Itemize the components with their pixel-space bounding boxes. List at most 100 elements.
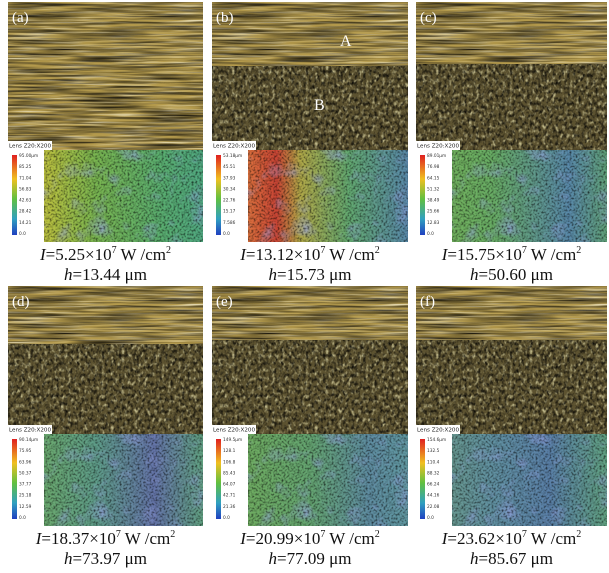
lens-label-bg bbox=[8, 141, 52, 150]
symbol: I bbox=[240, 245, 246, 264]
unit: W /cm bbox=[120, 529, 171, 548]
symbol: h bbox=[470, 549, 479, 568]
unit: W /cm bbox=[526, 529, 577, 548]
lens-label: Lens Z20:X200 bbox=[9, 144, 51, 150]
colorbar-label: 51.32 bbox=[427, 186, 440, 192]
exponent: 2 bbox=[374, 529, 380, 540]
colorbar-label: 64.07 bbox=[223, 482, 236, 488]
lens-label-bg bbox=[416, 141, 460, 150]
depth-value: =85.67 μm bbox=[478, 549, 553, 568]
unit: W /cm bbox=[325, 529, 375, 548]
panel: (a) Lens Z20:X200 95.00μm 85.25 71.04 56.83 42… bbox=[8, 2, 203, 286]
exponent: 7 bbox=[111, 245, 117, 256]
symbol: I bbox=[240, 529, 246, 548]
panel: (e) Lens Z20:X200 149.5μm 128.1 106.8 85.43 64… bbox=[212, 286, 408, 570]
depth-value: =73.97 μm bbox=[72, 549, 147, 568]
colorbar bbox=[12, 439, 17, 519]
texture bbox=[212, 66, 408, 150]
lens-label-bg bbox=[212, 141, 256, 150]
colorbar-label: 0.0 bbox=[427, 231, 434, 237]
exponent: 2 bbox=[576, 529, 582, 540]
colorbar-label: 90.14μm bbox=[19, 437, 38, 443]
panel: (b) A B Lens Z20:X200 53.18μm 45.51 37.93 30.34… bbox=[212, 2, 408, 286]
colorbar-label: 76.98 bbox=[427, 164, 440, 170]
panel-image: (e) Lens Z20:X200 149.5μm 128.1 106.8 85.43 64… bbox=[212, 286, 408, 526]
caption-intensity: I=20.99×107 W /cm2 bbox=[212, 529, 408, 549]
panel: (d) Lens Z20:X200 90.14μm 75.95 63.96 50.37 37… bbox=[8, 286, 203, 570]
lens-label-bg bbox=[8, 425, 52, 434]
intensity-value: =13.12×10 bbox=[245, 245, 321, 264]
colorbar-label: 38.49 bbox=[427, 198, 440, 204]
colorbar-label: 0.0 bbox=[223, 231, 230, 237]
unit: W /cm bbox=[325, 245, 375, 264]
caption-depth: h=50.60 μm bbox=[416, 265, 607, 285]
caption-intensity: I=23.62×107 W /cm2 bbox=[416, 529, 607, 549]
colorbar-label: 14.21 bbox=[19, 220, 32, 226]
colorbar-label: 37.77 bbox=[19, 482, 32, 488]
symbol: I bbox=[35, 529, 42, 548]
symbol: I bbox=[441, 529, 448, 548]
colorbar-label: 56.83 bbox=[19, 186, 32, 192]
panel-label: (e) bbox=[216, 294, 233, 310]
panel-image: (a) Lens Z20:X200 95.00μm 85.25 71.04 56.83 42… bbox=[8, 2, 203, 242]
panel-image: (b) A B Lens Z20:X200 53.18μm 45.51 37.93 30.34… bbox=[212, 2, 408, 242]
colorbar bbox=[420, 439, 425, 519]
caption-intensity: I=18.37×107 W /cm2 bbox=[8, 529, 203, 549]
lens-label-bg bbox=[212, 425, 256, 434]
panel: (f) Lens Z20:X200 154.6μm 132.5 110.4 88.32 66… bbox=[416, 286, 607, 570]
colorbar bbox=[216, 439, 221, 519]
lens-label: Lens Z20:X200 bbox=[9, 428, 51, 434]
panel-label: (d) bbox=[12, 294, 30, 310]
colorbar-label: 0.0 bbox=[19, 231, 26, 237]
region-label: B bbox=[314, 97, 325, 114]
colorbar-label: 22.08 bbox=[427, 504, 440, 510]
colorbar-label: 66.24 bbox=[427, 482, 440, 488]
colorbar-label: 95.00μm bbox=[19, 153, 38, 159]
exponent: 2 bbox=[374, 245, 380, 256]
exponent: 2 bbox=[166, 245, 172, 256]
colorbar-label: 0.0 bbox=[427, 515, 434, 521]
intensity-value: =15.75×10 bbox=[447, 245, 522, 264]
colorbar-label: 71.04 bbox=[19, 175, 32, 181]
colorbar-label: 7.586 bbox=[223, 220, 236, 226]
symbol: I bbox=[39, 245, 46, 264]
depth-value: =13.44 μm bbox=[72, 265, 147, 284]
texture bbox=[8, 344, 203, 434]
caption-depth: h=15.73 μm bbox=[212, 265, 408, 285]
colorbar-label: 25.66 bbox=[427, 209, 440, 215]
depth-value: =77.09 μm bbox=[277, 549, 352, 568]
texture bbox=[8, 2, 203, 150]
panel: (c) Lens Z20:X200 89.01μm 76.98 64.15 51.32 38… bbox=[416, 2, 607, 286]
panel-image: (f) Lens Z20:X200 154.6μm 132.5 110.4 88.32 66… bbox=[416, 286, 607, 526]
colorbar-label: 85.43 bbox=[223, 470, 236, 476]
texture bbox=[212, 340, 408, 434]
caption-depth: h=73.97 μm bbox=[8, 549, 203, 569]
panel-label: (c) bbox=[420, 10, 437, 26]
colorbar bbox=[12, 155, 17, 235]
colorbar-label: 88.32 bbox=[427, 470, 440, 476]
colorbar-label: 106.8 bbox=[223, 459, 236, 465]
colorbar-label: 154.6μm bbox=[427, 437, 446, 443]
exponent: 2 bbox=[170, 529, 176, 540]
panel-image: (c) Lens Z20:X200 89.01μm 76.98 64.15 51.32 38… bbox=[416, 2, 607, 242]
caption-intensity: I=13.12×107 W /cm2 bbox=[212, 245, 408, 265]
lens-label: Lens Z20:X200 bbox=[213, 428, 255, 434]
colorbar bbox=[420, 155, 425, 235]
symbol: h bbox=[268, 265, 278, 284]
caption-depth: h=13.44 μm bbox=[8, 265, 203, 285]
colorbar-label: 53.18μm bbox=[223, 153, 242, 159]
colorbar-label: 45.51 bbox=[223, 164, 236, 170]
depth-value: =50.60 μm bbox=[478, 265, 553, 284]
caption-intensity: I=15.75×107 W /cm2 bbox=[416, 245, 607, 265]
intensity-value: =18.37×10 bbox=[41, 529, 116, 548]
colorbar-label: 89.01μm bbox=[427, 153, 446, 159]
exponent: 7 bbox=[521, 245, 527, 256]
colorbar-label: 0.0 bbox=[223, 515, 230, 521]
intensity-value: =20.99×10 bbox=[245, 529, 321, 548]
texture bbox=[416, 64, 607, 150]
symbol: h bbox=[268, 549, 278, 568]
colorbar-label: 0.0 bbox=[19, 515, 26, 521]
colorbar-label: 75.95 bbox=[19, 448, 32, 454]
intensity-value: =23.62×10 bbox=[447, 529, 522, 548]
